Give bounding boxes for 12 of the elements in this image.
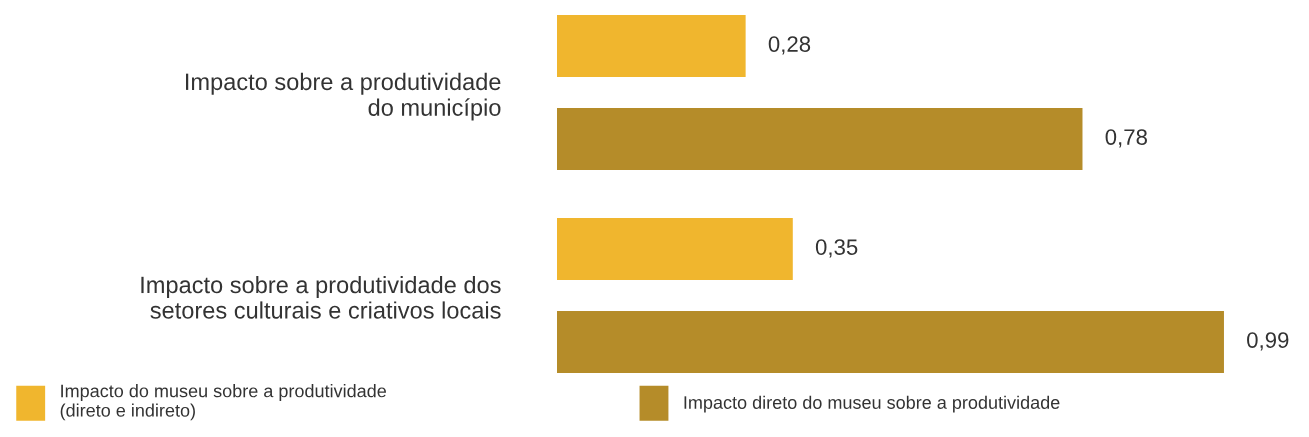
bar	[557, 311, 1224, 373]
data-label: 0,78	[1105, 129, 1147, 148]
bar	[557, 218, 793, 280]
bar	[557, 15, 746, 77]
y-tick-label: Impacto sobre a produtividade dos setores culturais e criativos locais	[141, 275, 501, 319]
y-tick-label: Impacto sobre a produtividade do município	[186, 72, 501, 121]
legend-label: Impacto do museu sobre a produtividade (direto e indireto)	[60, 384, 386, 421]
data-label: 0,99	[1247, 332, 1289, 351]
data-label: 0,35	[815, 239, 858, 258]
legend-label: Impacto direto do museu sobre a produtividade	[684, 395, 1060, 413]
data-label: 0,28	[768, 36, 811, 55]
bar	[557, 108, 1083, 170]
